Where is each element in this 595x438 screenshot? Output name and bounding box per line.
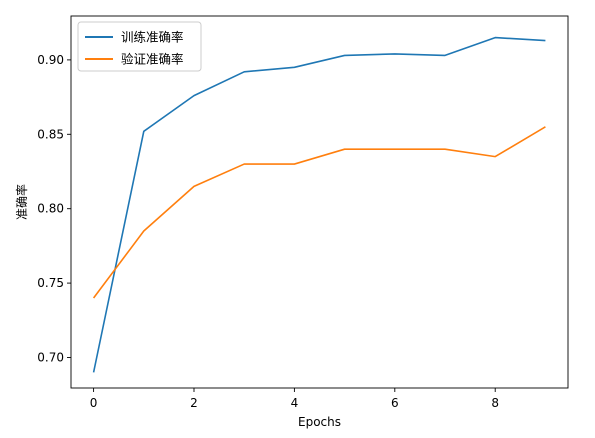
y-tick-label: 0.90	[37, 53, 64, 67]
x-tick-label: 8	[491, 396, 499, 410]
x-tick-label: 2	[190, 396, 198, 410]
x-axis: 0 2 4 6 8	[90, 388, 499, 410]
y-tick-label: 0.70	[37, 350, 64, 364]
x-axis-label: Epochs	[298, 415, 341, 429]
x-tick-label: 0	[90, 396, 98, 410]
series-line-1	[92, 126, 546, 299]
legend-label-val: 验证准确率	[121, 52, 184, 67]
y-tick-label: 0.85	[37, 127, 64, 141]
y-axis-label: 准确率	[14, 184, 29, 220]
series-line-0	[92, 36, 546, 373]
y-axis: 0.70 0.75 0.80 0.85 0.90	[37, 53, 71, 364]
x-tick-label: 4	[291, 396, 299, 410]
y-tick-label: 0.75	[37, 276, 64, 290]
legend: 训练准确率 验证准确率	[77, 21, 202, 72]
chart-marks	[92, 36, 546, 373]
y-tick-label: 0.80	[37, 202, 64, 216]
legend-label-train: 训练准确率	[121, 30, 184, 45]
plot-frame	[70, 15, 569, 389]
x-tick-label: 6	[391, 396, 399, 410]
